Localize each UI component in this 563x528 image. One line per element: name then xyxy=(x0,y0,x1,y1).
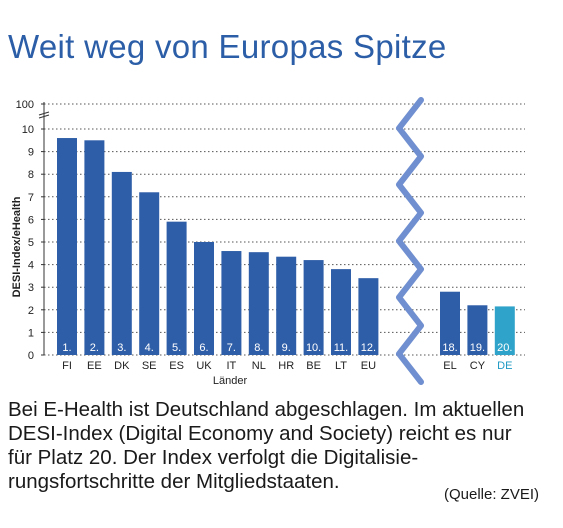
bar-rank-label: 3. xyxy=(117,342,126,354)
y-tick-label: 8 xyxy=(28,169,34,181)
bar-rank-label: 5. xyxy=(172,342,181,354)
bar-rank-label: 10. xyxy=(306,342,321,354)
y-tick-label: 0 xyxy=(28,350,34,362)
bar-se xyxy=(139,192,160,355)
y-tick-label: 10 xyxy=(22,124,34,136)
bars: 1. 2. 3. 4. 5. 6. 7. 8. 9. 10. 11. 12. 18. 19. 20. xyxy=(57,138,515,355)
bar-rank-label: 6. xyxy=(199,342,208,354)
axis-break-line xyxy=(396,97,424,385)
y-tick-label: 1 xyxy=(28,327,34,339)
bar-rank-label: 8. xyxy=(254,342,263,354)
x-tick-label: DK xyxy=(114,360,130,372)
chart-title: Weit weg von Europas Spitze xyxy=(8,28,447,65)
bar-rank-label: 20. xyxy=(497,342,512,354)
bar-nl xyxy=(248,252,269,355)
x-tick-label: CY xyxy=(470,360,486,372)
y-tick-label: 7 xyxy=(28,192,34,204)
x-tick-label: NL xyxy=(252,360,266,372)
x-tick-label: EL xyxy=(443,360,456,372)
bar-eu xyxy=(358,278,379,355)
bar-cy xyxy=(467,305,488,355)
y-axis: 0 1 2 3 4 5 6 7 8 9 10 100 xyxy=(16,99,50,362)
x-tick-label: HR xyxy=(278,360,294,372)
y-tick-label: 3 xyxy=(28,282,34,294)
caption-text: Bei E-Health ist Deutschland abgeschlage… xyxy=(8,398,525,493)
y-tick-label: 2 xyxy=(28,305,34,317)
x-tick-label: EE xyxy=(87,360,102,372)
x-tick-label: FI xyxy=(62,360,72,372)
bar-fi xyxy=(57,138,77,355)
chart: 0 1 2 3 4 5 6 7 8 9 10 100 DESI-Index/eHealth 1. 2. 3… xyxy=(11,97,525,387)
y-tick-label: 6 xyxy=(28,214,34,226)
bar-dk xyxy=(111,171,132,355)
x-tick-label: IT xyxy=(227,360,237,372)
y-axis-break-mark xyxy=(38,111,50,116)
bar-rank-label: 12. xyxy=(361,342,376,354)
bar-ee xyxy=(84,140,105,355)
bar-hr xyxy=(276,256,297,355)
bar-it xyxy=(221,251,242,355)
y-tick-label: 5 xyxy=(28,237,34,249)
bar-rank-label: 19. xyxy=(470,342,485,354)
x-tick-label: DE xyxy=(497,360,512,372)
bar-be xyxy=(303,260,324,355)
bar-rank-label: 1. xyxy=(62,342,71,354)
x-axis-label: Länder xyxy=(213,375,248,387)
bar-lt xyxy=(331,269,351,355)
bar-de xyxy=(494,306,515,355)
y-tick-label: 100 xyxy=(16,99,34,111)
source-note: (Quelle: ZVEI) xyxy=(443,486,539,503)
bar-uk xyxy=(194,242,214,355)
bar-rank-label: 18. xyxy=(442,342,457,354)
y-axis-break-mark xyxy=(38,114,50,119)
y-tick-label: 4 xyxy=(28,260,34,272)
bar-rank-label: 4. xyxy=(145,342,154,354)
bar-el xyxy=(440,291,460,355)
x-tick-label: SE xyxy=(142,360,157,372)
x-tick-label: EU xyxy=(361,360,376,372)
bar-rank-label: 11. xyxy=(334,342,348,354)
bar-rank-label: 7. xyxy=(227,342,236,354)
bar-rank-label: 2. xyxy=(90,342,99,354)
x-tick-label: ES xyxy=(169,360,184,372)
y-axis-label: DESI-Index/eHealth xyxy=(11,196,23,297)
x-tick-label: BE xyxy=(306,360,321,372)
x-tick-label: UK xyxy=(196,360,212,372)
x-axis-labels: FI EE DK SE ES UK IT NL HR BE LT EU EL CY DE xyxy=(62,360,512,372)
y-tick-label: 9 xyxy=(28,147,34,159)
bar-rank-label: 9. xyxy=(282,342,291,354)
bar-es xyxy=(166,221,187,355)
x-tick-label: LT xyxy=(335,360,347,372)
